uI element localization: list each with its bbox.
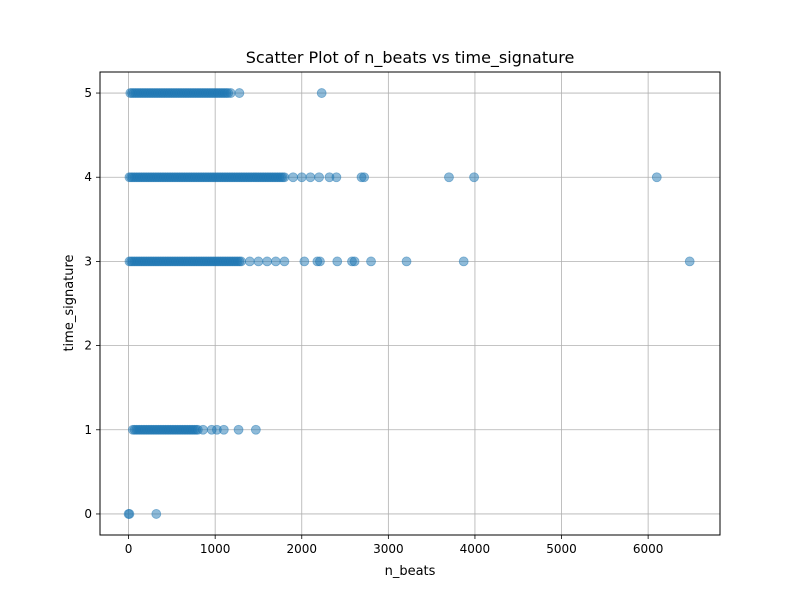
plot-frame <box>99 71 721 536</box>
scatter-point <box>315 256 325 267</box>
scatter-point <box>316 88 327 98</box>
scatter-point <box>270 256 281 267</box>
y-tick-label: 1 <box>84 423 92 437</box>
x-tick-label: 6000 <box>633 542 664 556</box>
scatter-point <box>218 424 229 435</box>
y-tick-label: 4 <box>84 170 92 184</box>
y-tick-label: 0 <box>84 507 92 521</box>
scatter-point <box>305 172 316 183</box>
data-points <box>123 88 695 519</box>
x-axis-ticks: 0 1000 2000 3000 4000 5000 6000 <box>125 535 664 556</box>
scatter-point <box>198 424 208 435</box>
scatter-point <box>233 424 244 435</box>
scatter-point <box>458 256 469 267</box>
x-tick-label: 1000 <box>200 542 231 556</box>
scatter-point <box>279 256 290 267</box>
scatter-point <box>684 256 695 267</box>
y-axis-label: time_signature <box>62 254 77 351</box>
scatter-point <box>651 172 662 183</box>
scatter-point <box>469 172 479 183</box>
scatter-point <box>366 256 376 267</box>
x-tick-label: 0 <box>125 542 133 556</box>
scatter-point <box>234 88 245 98</box>
y-tick-label: 2 <box>84 339 92 353</box>
x-tick-label: 2000 <box>286 542 317 556</box>
scatter-point <box>279 172 290 183</box>
scatter-point <box>151 509 162 519</box>
scatter-point <box>349 256 360 267</box>
y-tick-label: 3 <box>84 254 92 268</box>
scatter-point <box>444 172 454 183</box>
scatter-point <box>250 424 261 435</box>
scatter-point <box>253 256 264 267</box>
scatter-point <box>314 172 324 183</box>
y-tick-label: 5 <box>84 86 92 100</box>
chart-title: Scatter Plot of n_beats vs time_signatur… <box>246 48 575 68</box>
scatter-point <box>262 256 273 267</box>
scatter-point <box>401 256 412 267</box>
y-axis-ticks: 0 1 2 3 4 5 <box>84 86 100 521</box>
x-tick-label: 4000 <box>460 542 491 556</box>
scatter-point <box>296 172 307 183</box>
x-axis-label: n_beats <box>385 564 436 579</box>
scatter-point <box>288 172 299 183</box>
scatter-point <box>244 256 255 267</box>
scatter-point <box>225 88 236 98</box>
scatter-point <box>331 172 342 183</box>
x-tick-label: 3000 <box>373 542 404 556</box>
scatter-point <box>332 256 343 267</box>
x-tick-label: 5000 <box>546 542 577 556</box>
scatter-point <box>236 256 247 267</box>
scatter-point <box>359 172 370 183</box>
scatter-point <box>124 509 135 519</box>
scatter-point <box>299 256 310 267</box>
